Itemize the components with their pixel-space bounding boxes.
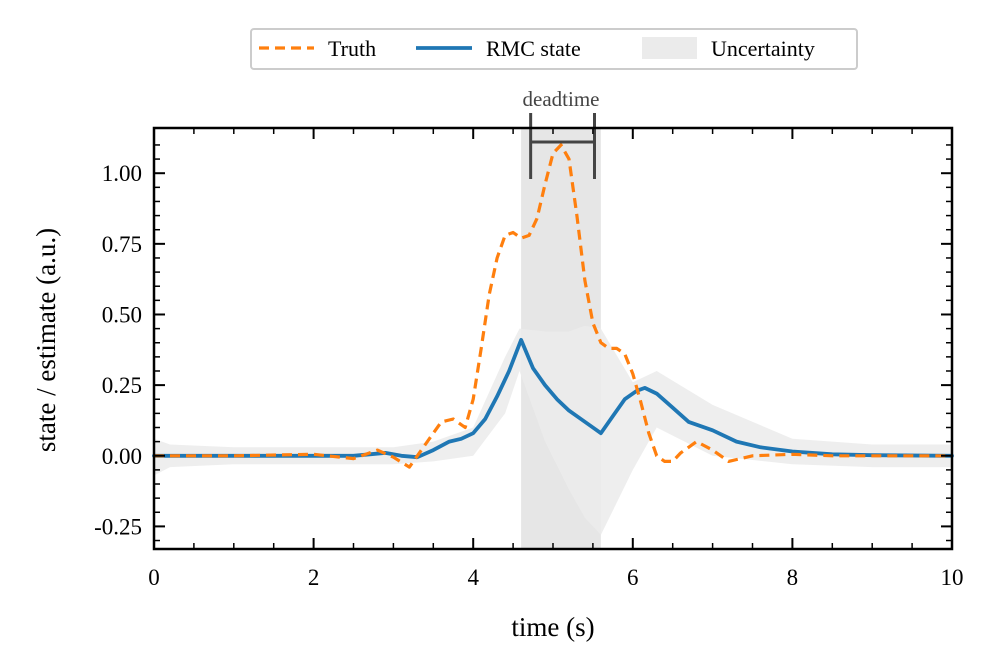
y-tick-label: 0.25 <box>102 373 142 398</box>
x-tick-label: 10 <box>941 565 964 590</box>
axes-layer: 0 2 4 6 8 10 -0.25 0.00 0.25 0.50 0.75 1.00 <box>94 126 964 590</box>
uncertainty-band <box>154 325 952 535</box>
x-axis-label: time (s) <box>511 612 594 642</box>
y-tick-label: 1.00 <box>102 161 142 186</box>
bands-layer <box>154 128 952 549</box>
legend-rmc-label: RMC state <box>486 36 581 61</box>
x-tick-label: 8 <box>787 565 799 590</box>
lines-layer <box>152 113 954 469</box>
legend-truth-label: Truth <box>328 36 376 61</box>
truth-line <box>154 143 952 469</box>
x-tick-label: 2 <box>308 565 320 590</box>
deadtime-label: deadtime <box>523 87 600 111</box>
x-tick-label: 6 <box>627 565 639 590</box>
y-tick-label: 0.75 <box>102 232 142 257</box>
x-tick-label: 0 <box>148 565 160 590</box>
legend-frame <box>250 28 858 70</box>
legend: Truth RMC state Uncertainty <box>250 28 858 70</box>
x-tick-label: 4 <box>467 565 479 590</box>
y-tick-label: 0.00 <box>102 444 142 469</box>
y-axis-label: state / estimate (a.u.) <box>31 228 61 452</box>
legend-uncertainty-label: Uncertainty <box>711 36 815 61</box>
legend-uncertainty-swatch <box>642 37 697 59</box>
y-tick-label: -0.25 <box>94 514 142 539</box>
y-tick-label: 0.50 <box>102 302 142 327</box>
